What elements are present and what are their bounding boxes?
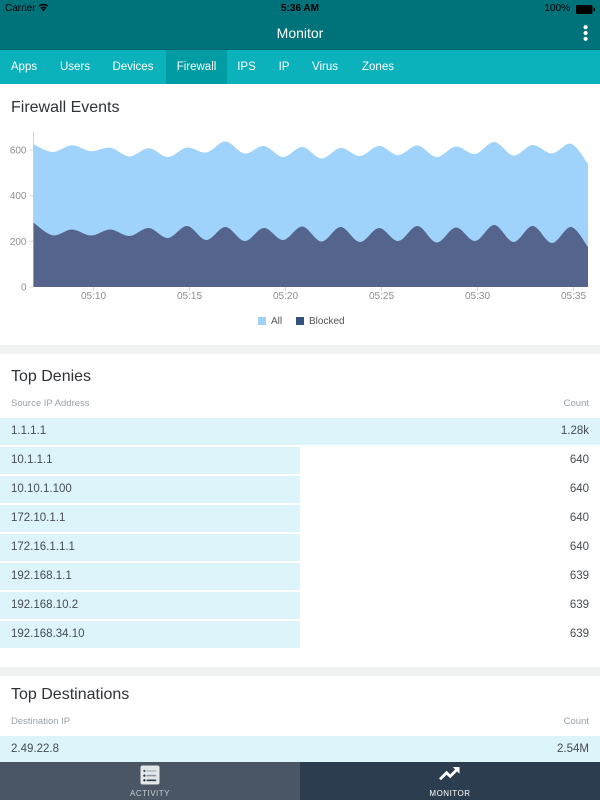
svg-text:05:20: 05:20 [273, 291, 298, 302]
svg-text:05:15: 05:15 [177, 291, 202, 302]
svg-text:200: 200 [10, 237, 27, 248]
svg-text:400: 400 [10, 191, 27, 202]
svg-text:05:25: 05:25 [369, 291, 394, 302]
svg-text:05:30: 05:30 [465, 291, 490, 302]
svg-text:0: 0 [21, 283, 27, 294]
svg-text:600: 600 [10, 146, 27, 157]
svg-text:05:10: 05:10 [81, 291, 106, 302]
svg-text:05:35: 05:35 [561, 291, 586, 302]
